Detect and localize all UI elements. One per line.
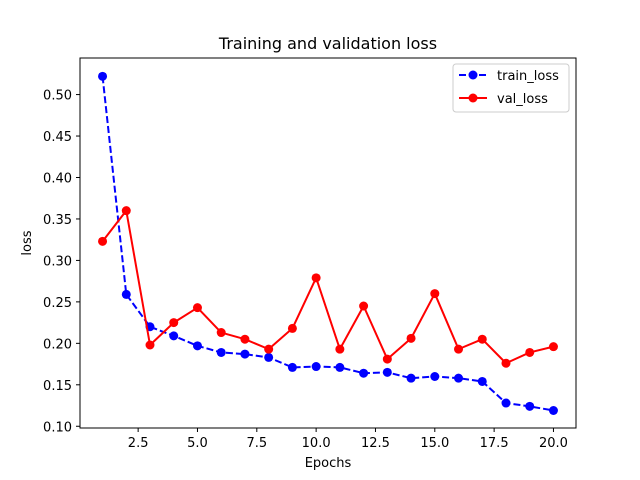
- x-axis-label: Epochs: [305, 456, 352, 471]
- data-point-train-loss: [335, 362, 345, 372]
- x-axis-ticks: 2.5 5.0 7.5 10.0 12.5 15.0 17.5 20.0: [128, 428, 568, 451]
- y-tick-label: 0.20: [43, 337, 72, 352]
- data-point-train-loss: [192, 341, 202, 351]
- data-point-val-loss: [525, 347, 535, 357]
- data-point-val-loss: [216, 328, 226, 338]
- x-tick-label: 7.5: [246, 436, 267, 451]
- x-tick-label: 5.0: [187, 436, 208, 451]
- y-tick-label: 0.45: [43, 130, 72, 145]
- plot-frame: [79, 57, 577, 429]
- x-tick-label: 10.0: [302, 436, 331, 451]
- data-point-val-loss: [311, 273, 321, 283]
- y-tick-label: 0.35: [43, 213, 72, 228]
- data-point-train-loss: [311, 362, 321, 372]
- data-point-val-loss: [98, 236, 108, 246]
- data-point-val-loss: [477, 334, 487, 344]
- data-point-train-loss: [216, 347, 226, 357]
- data-point-train-loss: [477, 376, 487, 386]
- data-point-val-loss: [145, 340, 155, 350]
- data-point-train-loss: [264, 352, 274, 362]
- x-tick-label: 12.5: [361, 436, 390, 451]
- data-point-val-loss: [406, 333, 416, 343]
- data-point-train-loss: [454, 373, 464, 383]
- y-tick-label: 0.30: [43, 254, 72, 269]
- y-tick-label: 0.50: [43, 89, 72, 104]
- data-point-val-loss: [548, 342, 558, 352]
- legend-label-train-loss: train_loss: [497, 69, 559, 84]
- x-tick-label: 2.5: [128, 436, 149, 451]
- data-point-val-loss: [121, 206, 131, 216]
- data-point-val-loss: [335, 344, 345, 354]
- legend-marker-train-loss: [468, 70, 478, 80]
- data-point-val-loss: [430, 289, 440, 299]
- data-point-val-loss: [264, 344, 274, 354]
- data-point-train-loss: [382, 367, 392, 377]
- data-point-train-loss: [430, 372, 440, 382]
- data-point-train-loss: [501, 398, 511, 408]
- chart-title: Training and validation loss: [218, 34, 437, 53]
- y-axis-ticks: 0.10 0.15 0.20 0.25 0.30 0.35 0.40 0.45 0.50: [43, 89, 80, 435]
- data-point-train-loss: [406, 373, 416, 383]
- data-point-train-loss: [121, 289, 131, 299]
- data-point-val-loss: [454, 344, 464, 354]
- data-point-val-loss: [192, 303, 202, 313]
- x-tick-label: 17.5: [480, 436, 509, 451]
- data-point-train-loss: [240, 349, 250, 359]
- legend: train_loss val_loss: [452, 63, 570, 113]
- data-point-train-loss: [98, 71, 108, 81]
- y-tick-label: 0.25: [43, 296, 72, 311]
- data-point-val-loss: [359, 301, 369, 311]
- y-tick-label: 0.15: [43, 379, 72, 394]
- data-point-train-loss: [287, 362, 297, 372]
- data-point-val-loss: [240, 334, 250, 344]
- y-tick-label: 0.40: [43, 171, 72, 186]
- data-point-train-loss: [359, 368, 369, 378]
- legend-marker-val-loss: [468, 93, 478, 103]
- x-tick-label: 20.0: [539, 436, 568, 451]
- data-point-train-loss: [525, 401, 535, 411]
- data-point-val-loss: [169, 318, 179, 328]
- data-point-val-loss: [382, 354, 392, 364]
- y-tick-label: 0.10: [43, 420, 72, 435]
- data-point-val-loss: [287, 323, 297, 333]
- data-point-val-loss: [501, 358, 511, 368]
- data-point-train-loss: [169, 331, 179, 341]
- data-point-train-loss: [548, 406, 558, 416]
- x-tick-label: 15.0: [420, 436, 449, 451]
- legend-label-val-loss: val_loss: [497, 92, 548, 107]
- series-layer: [98, 71, 558, 416]
- y-axis-label: loss: [20, 230, 35, 255]
- plot-area: [80, 58, 576, 428]
